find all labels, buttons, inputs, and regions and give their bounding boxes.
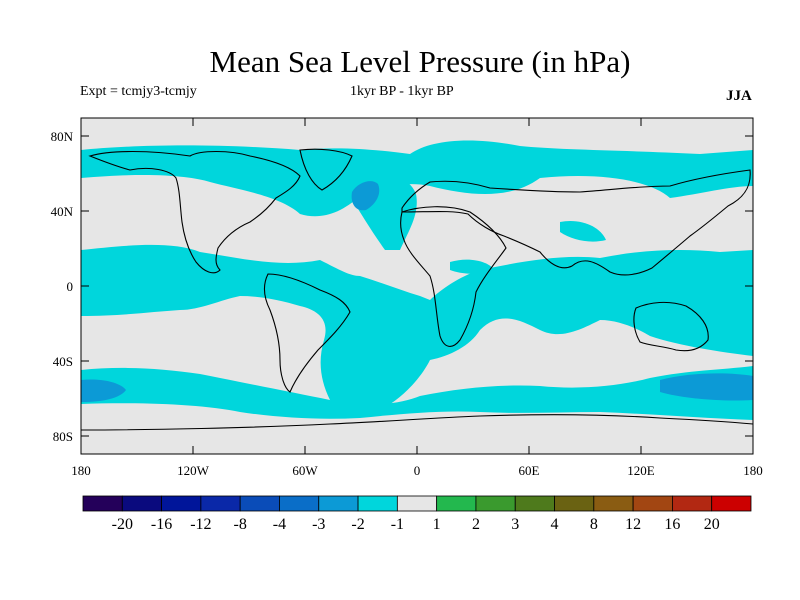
colorbar-label: -4 xyxy=(273,516,286,533)
colorbar-label: -2 xyxy=(351,516,364,533)
colorbar-label: 8 xyxy=(590,516,598,533)
colorbar-swatch xyxy=(711,495,752,512)
colorbar-swatch xyxy=(436,495,477,512)
y-tick-label: 80S xyxy=(53,429,73,444)
colorbar-swatch xyxy=(121,495,162,512)
colorbar-swatch xyxy=(279,495,320,512)
colorbar-swatch xyxy=(161,495,202,512)
colorbar-label: -16 xyxy=(151,516,172,533)
colorbar-label: -20 xyxy=(112,516,133,533)
colorbar-swatch xyxy=(318,495,359,512)
colorbar: -20 -16 -12 -8 -4 -3 -2 -1 1 2 3 4 8 12 16 20 xyxy=(82,495,752,533)
x-tick-label: 180 xyxy=(743,463,763,478)
x-tick-label: 120W xyxy=(177,463,210,478)
experiment-label: Expt = tcmjy3-tcmjy xyxy=(80,84,197,99)
colorbar-swatch xyxy=(593,495,634,512)
colorbar-label: -1 xyxy=(391,516,404,533)
colorbar-swatch xyxy=(82,495,123,512)
x-tick-label: 60W xyxy=(292,463,318,478)
y-tick-label: 40S xyxy=(53,354,73,369)
x-tick-label: 60E xyxy=(519,463,540,478)
y-tick-label: 40N xyxy=(51,204,74,219)
colorbar-label: -3 xyxy=(312,516,325,533)
colorbar-label: 3 xyxy=(511,516,519,533)
colorbar-label: -12 xyxy=(190,516,211,533)
x-tick-label: 180 xyxy=(71,463,91,478)
colorbar-label: 4 xyxy=(551,516,559,533)
coastlines xyxy=(81,148,753,431)
colorbar-swatch xyxy=(200,495,241,512)
x-tick-label: 0 xyxy=(414,463,421,478)
season-label: JJA xyxy=(726,88,752,104)
colorbar-label: 2 xyxy=(472,516,480,533)
colorbar-swatch xyxy=(396,495,438,512)
strong-anomaly-regions xyxy=(81,181,753,402)
x-tick-label: 120E xyxy=(627,463,655,478)
chart-title: Mean Sea Level Pressure (in hPa) xyxy=(209,44,631,79)
colorbar-label: 12 xyxy=(625,516,641,533)
colorbar-swatch xyxy=(672,495,713,512)
period-label: 1kyr BP - 1kyr BP xyxy=(350,84,454,99)
colorbar-label: 1 xyxy=(433,516,441,533)
colorbar-label: 16 xyxy=(664,516,680,533)
y-tick-label: 80N xyxy=(51,129,74,144)
colorbar-label: 20 xyxy=(704,516,720,533)
y-tick-label: 0 xyxy=(67,279,74,294)
colorbar-swatch xyxy=(239,495,280,512)
colorbar-swatch xyxy=(357,495,398,512)
colorbar-swatch xyxy=(632,495,673,512)
colorbar-swatch xyxy=(514,495,555,512)
colorbar-swatch xyxy=(554,495,595,512)
x-axis: 180 120W 60W 0 60E 120E 180 xyxy=(71,118,763,478)
colorbar-swatch xyxy=(475,495,516,512)
colorbar-label: -8 xyxy=(234,516,247,533)
y-axis: 80N 40N 0 40S 80S xyxy=(51,129,753,444)
